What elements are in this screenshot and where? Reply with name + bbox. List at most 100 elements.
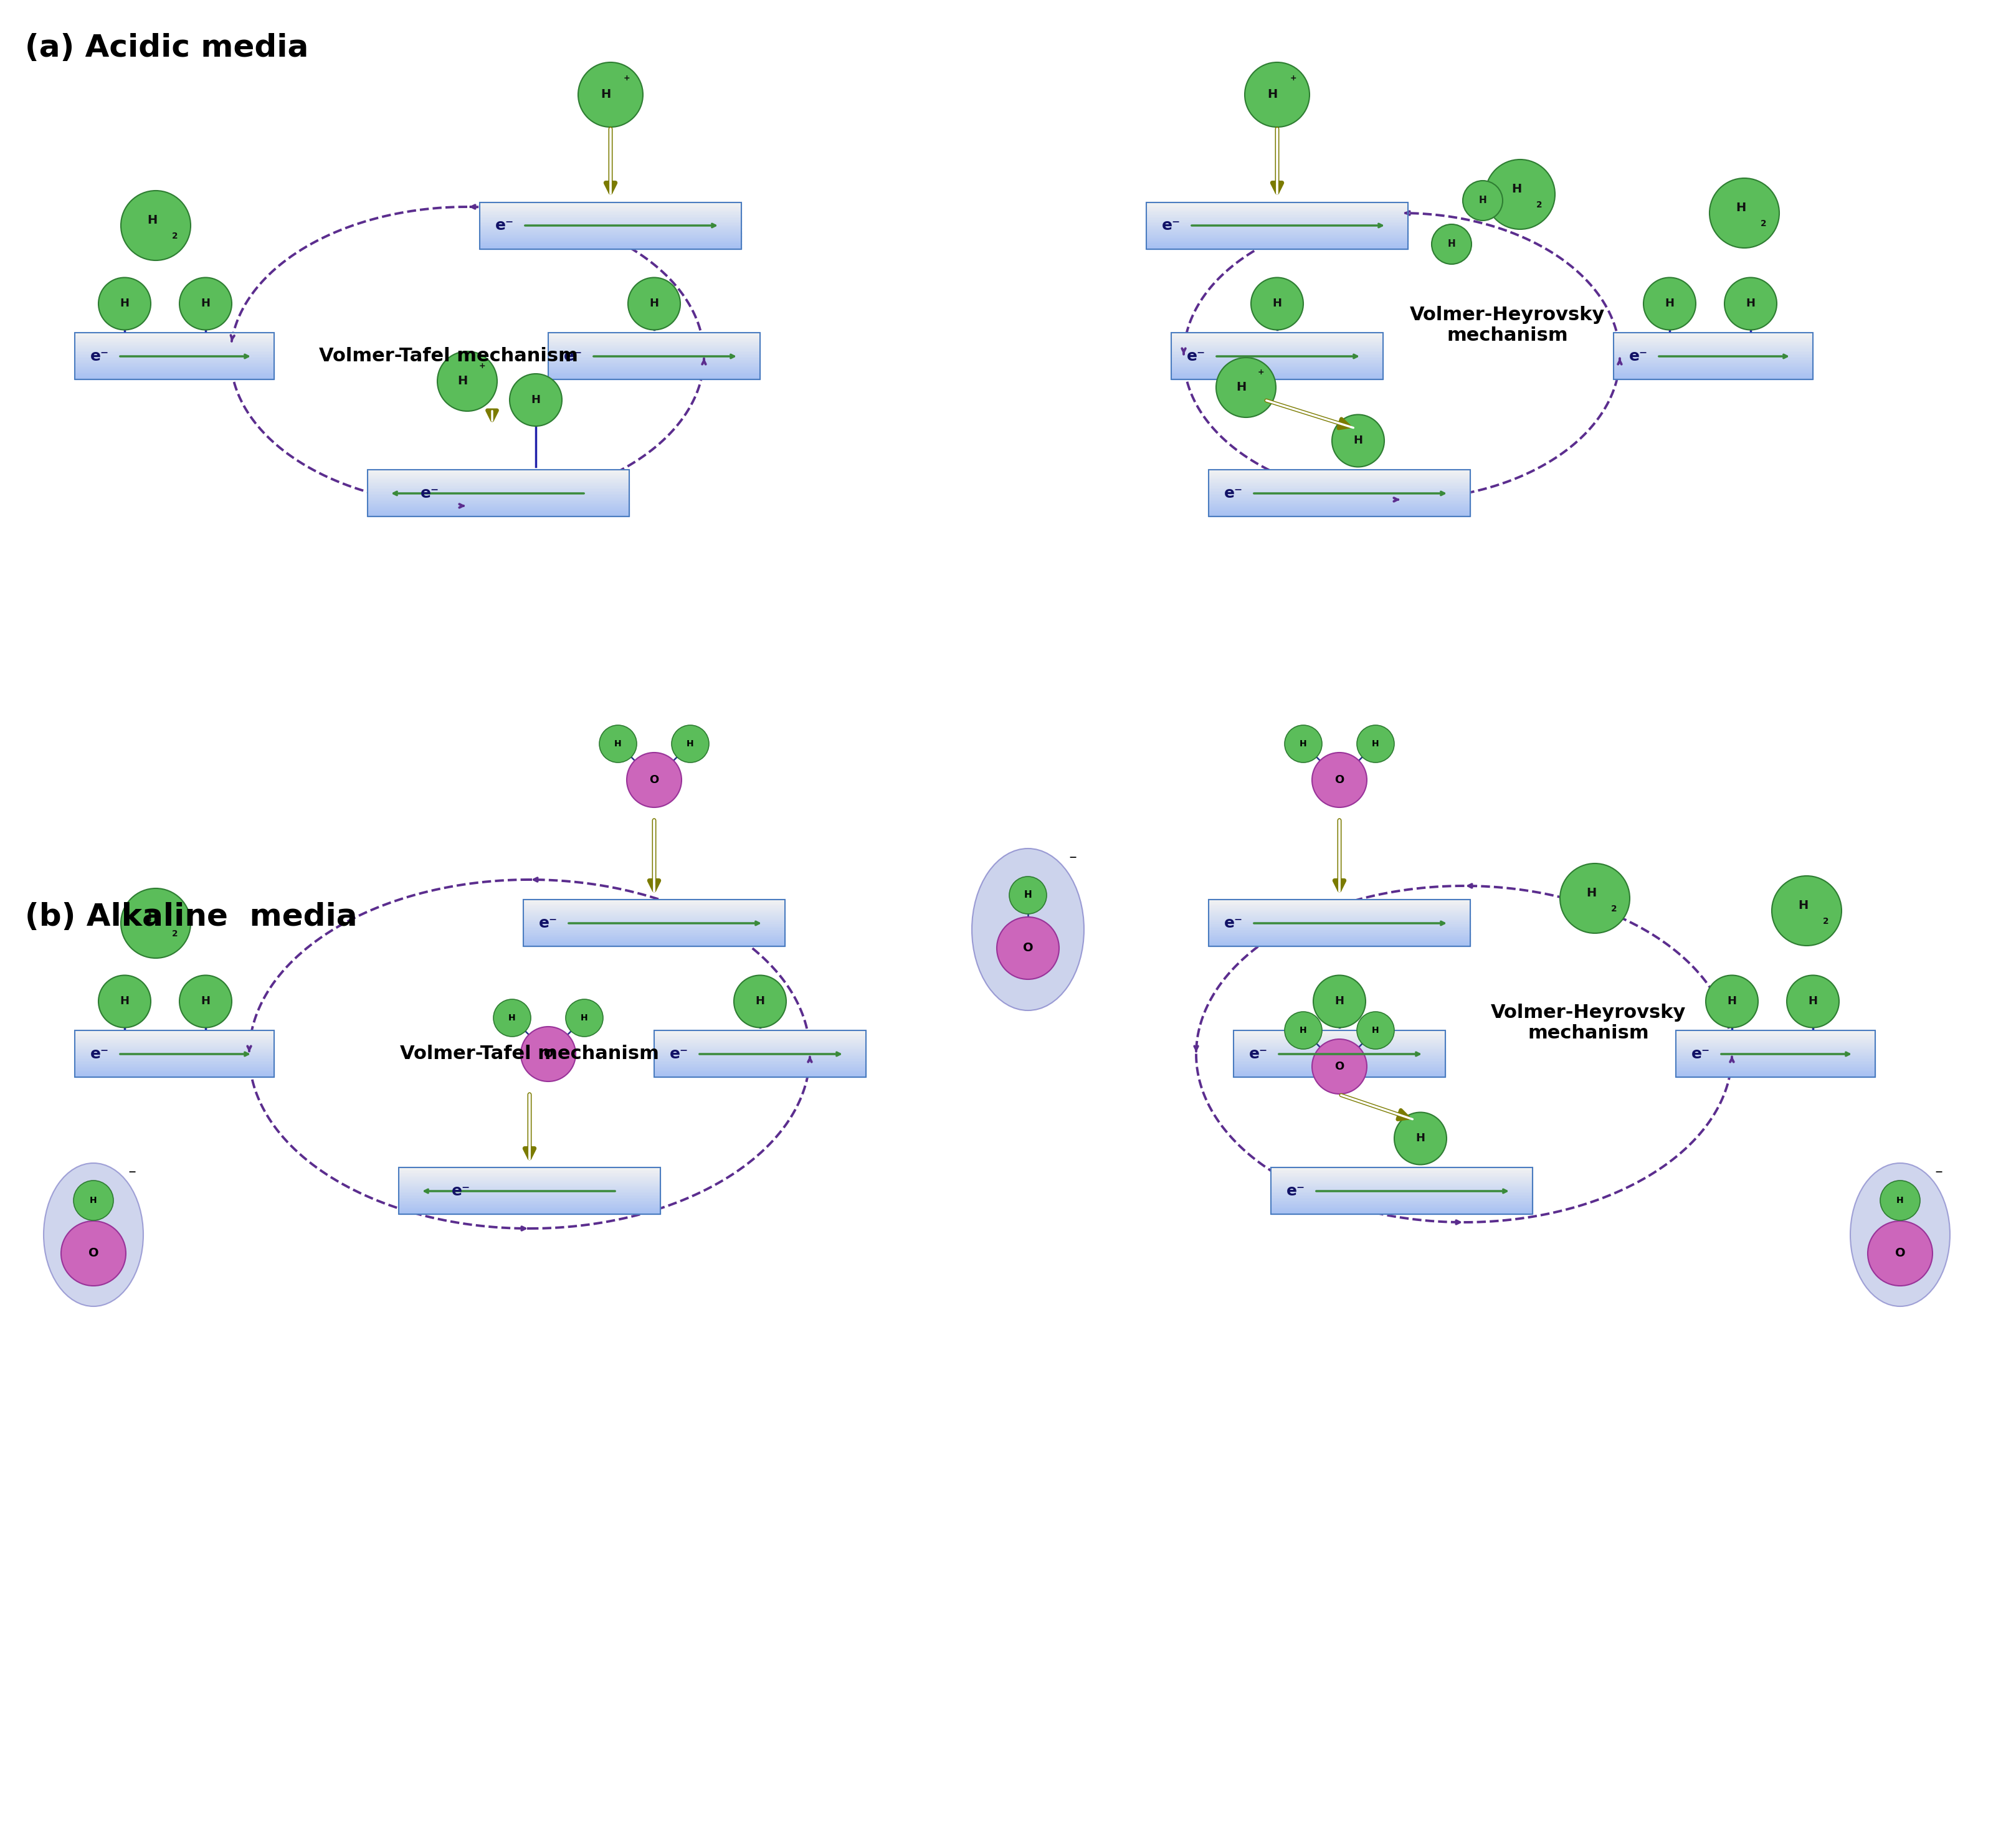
Circle shape — [1560, 864, 1629, 932]
Circle shape — [1867, 1221, 1931, 1285]
Text: H: H — [1736, 202, 1746, 213]
Text: ⁻: ⁻ — [127, 1168, 137, 1182]
Text: e⁻: e⁻ — [1187, 349, 1206, 364]
Circle shape — [1357, 725, 1393, 763]
Circle shape — [1250, 278, 1302, 329]
Text: +: + — [1290, 74, 1296, 83]
Text: H: H — [1353, 436, 1363, 447]
Text: H: H — [530, 394, 540, 406]
Text: H: H — [1371, 1026, 1379, 1035]
Circle shape — [1706, 975, 1758, 1028]
Text: H: H — [1236, 381, 1246, 394]
Text: e⁻: e⁻ — [1286, 1184, 1304, 1199]
Bar — [1613, 333, 1812, 379]
Text: H: H — [119, 298, 129, 309]
Circle shape — [1008, 877, 1046, 914]
Text: 2: 2 — [171, 929, 177, 938]
Text: O: O — [544, 1048, 552, 1059]
Text: H: H — [1335, 995, 1345, 1008]
Text: H: H — [119, 995, 129, 1008]
Bar — [1145, 202, 1407, 248]
Text: H: H — [581, 1013, 589, 1022]
Bar — [75, 333, 274, 379]
Text: H: H — [147, 215, 157, 226]
Text: +: + — [1258, 368, 1264, 377]
Circle shape — [520, 1026, 575, 1081]
Text: H: H — [1512, 184, 1522, 195]
Circle shape — [121, 888, 192, 958]
Circle shape — [1312, 1039, 1367, 1094]
Text: H: H — [1447, 239, 1456, 248]
Text: e⁻: e⁻ — [91, 349, 109, 364]
Text: (a) Acidic media: (a) Acidic media — [24, 33, 308, 63]
Text: H: H — [1798, 899, 1808, 912]
Text: e⁻: e⁻ — [1224, 485, 1242, 500]
Circle shape — [99, 278, 151, 329]
Text: +: + — [623, 74, 629, 83]
Bar — [1208, 471, 1470, 517]
Ellipse shape — [1851, 1162, 1949, 1306]
Text: H: H — [1895, 1195, 1903, 1205]
Text: H: H — [508, 1013, 516, 1022]
Ellipse shape — [972, 848, 1085, 1010]
Text: 2: 2 — [171, 232, 177, 241]
Circle shape — [1357, 1011, 1393, 1048]
Text: e⁻: e⁻ — [1629, 349, 1647, 364]
Text: 2: 2 — [1611, 905, 1617, 914]
Bar — [548, 333, 760, 379]
Text: H: H — [649, 298, 659, 309]
Circle shape — [566, 999, 603, 1037]
Circle shape — [1284, 725, 1322, 763]
Text: Volmer-Heyrovsky
mechanism: Volmer-Heyrovsky mechanism — [1409, 305, 1605, 344]
Text: H: H — [1415, 1133, 1425, 1144]
Text: H: H — [1024, 890, 1032, 899]
Text: H: H — [601, 88, 611, 101]
Text: O: O — [1022, 942, 1032, 954]
Text: e⁻: e⁻ — [1248, 1046, 1268, 1061]
Text: H: H — [1298, 739, 1306, 748]
Circle shape — [121, 191, 192, 261]
Text: H: H — [685, 739, 694, 748]
Circle shape — [73, 1181, 113, 1221]
Circle shape — [1786, 975, 1839, 1028]
Circle shape — [1216, 357, 1276, 417]
Bar — [480, 202, 742, 248]
Circle shape — [1431, 224, 1472, 265]
Bar — [653, 1030, 865, 1078]
Text: H: H — [1298, 1026, 1306, 1035]
Text: H: H — [1746, 298, 1754, 309]
Circle shape — [179, 278, 232, 329]
Text: ⁻: ⁻ — [1933, 1168, 1941, 1182]
Text: O: O — [649, 774, 659, 785]
Text: e⁻: e⁻ — [496, 219, 514, 234]
Circle shape — [437, 351, 498, 412]
Circle shape — [179, 975, 232, 1028]
Bar — [1171, 333, 1383, 379]
Text: H: H — [1272, 298, 1282, 309]
Text: H: H — [458, 375, 468, 388]
Text: H: H — [202, 298, 210, 309]
Text: H: H — [1808, 995, 1816, 1008]
Text: H: H — [1266, 88, 1276, 101]
Bar — [75, 1030, 274, 1078]
Text: O: O — [89, 1247, 99, 1260]
Text: H: H — [202, 995, 210, 1008]
Circle shape — [1244, 63, 1308, 127]
Circle shape — [1284, 1011, 1322, 1048]
Circle shape — [1643, 278, 1695, 329]
Circle shape — [627, 278, 679, 329]
Text: (b) Alkaline  media: (b) Alkaline media — [24, 903, 357, 932]
Text: e⁻: e⁻ — [1161, 219, 1179, 234]
Circle shape — [494, 999, 530, 1037]
Circle shape — [1772, 875, 1841, 945]
Circle shape — [1879, 1181, 1919, 1221]
Circle shape — [671, 725, 710, 763]
Circle shape — [1462, 180, 1502, 221]
Circle shape — [996, 918, 1058, 980]
Bar — [1208, 899, 1470, 947]
Bar — [367, 471, 629, 517]
Bar — [1675, 1030, 1875, 1078]
Text: e⁻: e⁻ — [538, 916, 558, 931]
Text: O: O — [1335, 1061, 1345, 1072]
Circle shape — [99, 975, 151, 1028]
